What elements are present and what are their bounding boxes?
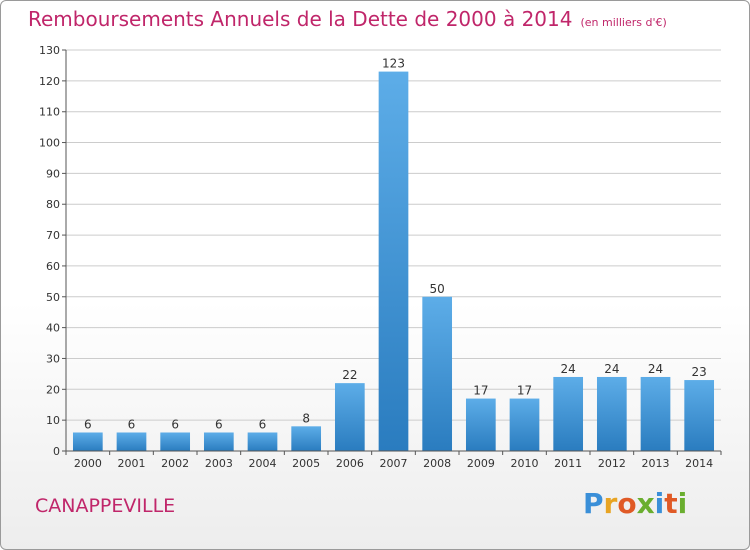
data-label: 6 — [259, 417, 267, 431]
bar — [291, 426, 322, 451]
bar — [553, 376, 584, 451]
x-tick-label: 2001 — [118, 457, 146, 470]
bar — [72, 432, 103, 451]
bar — [378, 71, 409, 451]
y-tick-label: 0 — [53, 445, 60, 458]
x-tick-label: 2000 — [74, 457, 102, 470]
logo-letter: o — [617, 487, 637, 520]
y-tick-label: 70 — [46, 229, 60, 242]
data-label: 17 — [473, 384, 488, 398]
y-tick-label: 10 — [46, 414, 60, 427]
data-label: 17 — [517, 384, 532, 398]
bar — [203, 432, 234, 451]
data-label: 6 — [215, 417, 223, 431]
y-tick-label: 80 — [46, 198, 60, 211]
x-tick-label: 2012 — [598, 457, 626, 470]
logo-letter: x — [636, 487, 655, 520]
x-tick-label: 2004 — [249, 457, 277, 470]
y-tick-label: 50 — [46, 291, 60, 304]
logo-letter: P — [583, 487, 604, 520]
bar — [247, 432, 278, 451]
data-label: 24 — [561, 362, 576, 376]
data-label: 24 — [604, 362, 619, 376]
x-tick-label: 2011 — [554, 457, 582, 470]
data-labels: 6 6 6 6 6 8 22 123 50 17 17 24 24 24 23 — [84, 57, 707, 432]
x-tick-label: 2006 — [336, 457, 364, 470]
y-tick-label: 130 — [39, 44, 60, 57]
x-tick-label: 2009 — [467, 457, 495, 470]
y-tick-label: 120 — [39, 75, 60, 88]
x-tick-label: 2010 — [511, 457, 539, 470]
data-label: 6 — [171, 417, 179, 431]
bar — [465, 398, 496, 451]
data-label: 6 — [84, 417, 92, 431]
y-tick-label: 30 — [46, 352, 60, 365]
y-tick-label: 100 — [39, 137, 60, 150]
data-label: 22 — [342, 368, 357, 382]
x-tick-label: 2013 — [642, 457, 670, 470]
proxiti-logo: Proxiti — [583, 487, 687, 520]
data-label: 24 — [648, 362, 663, 376]
x-tick-label: 2002 — [161, 457, 189, 470]
bar — [116, 432, 147, 451]
x-tick-label: 2007 — [380, 457, 408, 470]
bar — [160, 432, 191, 451]
y-tick-label: 20 — [46, 383, 60, 396]
y-tick-label: 40 — [46, 322, 60, 335]
x-tick-label: 2014 — [685, 457, 713, 470]
x-axis: 2000 2001 2002 2003 2004 2005 2006 2007 2008 2009… — [65, 450, 722, 470]
x-tick-label: 2003 — [205, 457, 233, 470]
chart-title: Remboursements Annuels de la Dette de 20… — [28, 7, 667, 31]
unit-label: (en milliers d'€) — [580, 16, 667, 29]
data-label: 123 — [382, 57, 405, 71]
bar — [422, 296, 453, 451]
bars — [72, 71, 715, 451]
y-tick-label: 60 — [46, 260, 60, 273]
bar — [684, 380, 715, 451]
data-label: 23 — [692, 365, 707, 379]
bar — [640, 376, 671, 451]
logo-letter: t — [664, 487, 678, 520]
bar — [334, 383, 365, 451]
y-axis: 0 10 20 30 40 50 60 70 80 90 100 110 120 130 — [39, 44, 67, 458]
place-name: CANAPPEVILLE — [35, 495, 176, 517]
x-tick-label: 2008 — [423, 457, 451, 470]
data-label: 8 — [302, 411, 310, 425]
logo-letter: i — [654, 487, 665, 520]
logo-letter: i — [677, 487, 688, 520]
bar — [509, 398, 540, 451]
y-tick-label: 110 — [39, 106, 60, 119]
title-text: Remboursements Annuels de la Dette de 20… — [28, 7, 573, 31]
data-label: 50 — [430, 282, 445, 296]
x-tick-label: 2005 — [292, 457, 320, 470]
data-label: 6 — [128, 417, 136, 431]
bar — [596, 376, 627, 451]
logo-letter: r — [603, 487, 618, 520]
y-tick-label: 90 — [46, 167, 60, 180]
